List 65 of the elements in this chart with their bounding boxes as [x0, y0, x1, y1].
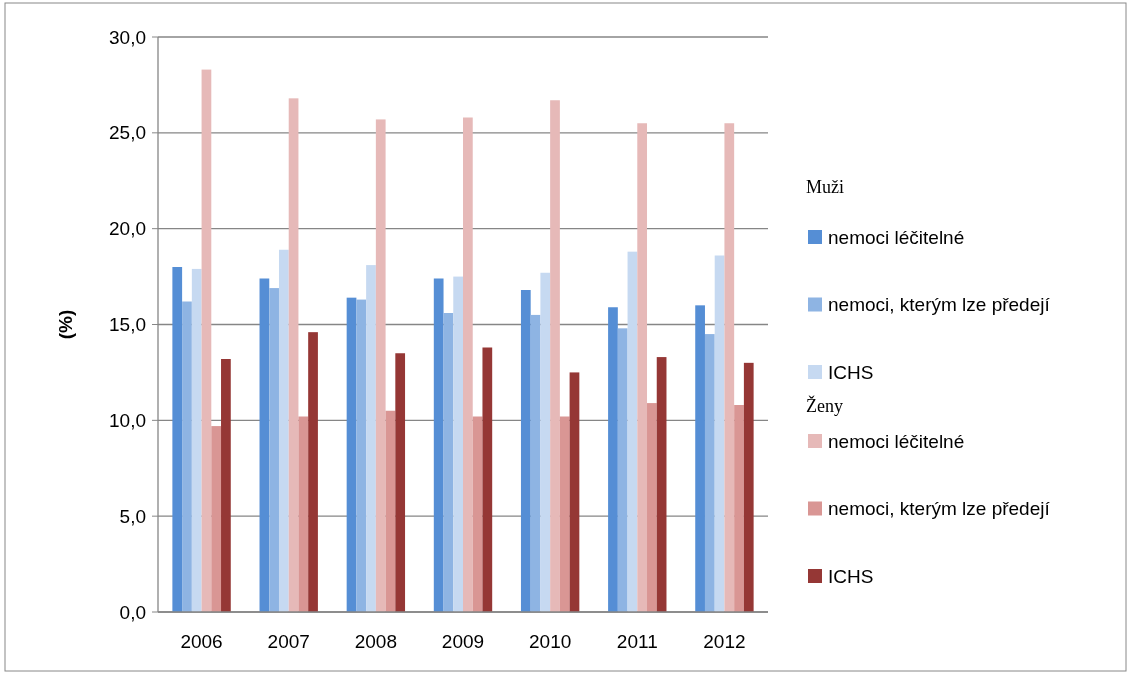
bar [443, 313, 454, 612]
bar [211, 426, 222, 612]
bar [259, 278, 270, 612]
bar [356, 299, 367, 612]
bar [269, 288, 279, 612]
bar [221, 359, 231, 612]
legend-label: nemoci, kterým lze předejí [828, 498, 1051, 520]
y-tick-label: 10,0 [109, 409, 146, 431]
x-tick-label: 2009 [441, 631, 485, 652]
bar [201, 69, 212, 612]
bar [172, 267, 183, 612]
x-tick-label: 2010 [529, 631, 572, 652]
bar [308, 332, 318, 612]
bar [647, 403, 657, 612]
bar [298, 416, 309, 612]
bar [627, 251, 638, 612]
x-tick-label: 2008 [354, 631, 397, 652]
bar [743, 362, 754, 612]
bar [608, 307, 618, 612]
y-tick-label: 20,0 [109, 218, 146, 240]
bar [278, 249, 289, 612]
bar [433, 278, 444, 612]
bar [724, 123, 735, 612]
y-tick-label: 15,0 [109, 314, 146, 336]
x-tick-label: 2011 [616, 631, 658, 652]
bar [734, 405, 744, 612]
legend-label: ICHS [828, 565, 874, 587]
bar [550, 100, 560, 612]
bar [346, 297, 357, 612]
bar [695, 305, 705, 612]
bar [472, 416, 483, 612]
legend-label: nemoci, kterým lze předejí [828, 294, 1051, 316]
x-tick-label: 2007 [267, 631, 310, 652]
bar [656, 357, 667, 612]
legend-label: nemoci léčitelné [828, 430, 965, 452]
x-tick-label: 2006 [180, 631, 223, 652]
y-axis-title: (%) [55, 309, 76, 340]
y-tick-label: 30,0 [109, 26, 146, 48]
y-tick-label: 0,0 [119, 601, 146, 623]
text: Ženy [806, 395, 843, 417]
bar [559, 416, 570, 612]
bar [453, 276, 463, 612]
bar [395, 353, 406, 612]
bar [704, 334, 715, 612]
bar [637, 123, 648, 612]
y-tick-label: 5,0 [119, 505, 146, 527]
legend-title: Muži [806, 177, 844, 198]
bar [714, 255, 725, 612]
bar [569, 372, 580, 612]
bar [191, 268, 202, 612]
bar [182, 301, 192, 612]
bar [520, 290, 531, 612]
bar [530, 314, 541, 612]
bar [288, 98, 299, 612]
bar [366, 265, 376, 612]
bar [617, 328, 628, 612]
x-tick-label: 2012 [703, 631, 746, 652]
legend-label: ICHS [828, 361, 874, 383]
bar [540, 272, 551, 612]
y-tick-label: 25,0 [109, 122, 146, 144]
legend-label: nemoci léčitelné [828, 226, 965, 248]
bar [482, 347, 493, 612]
bar [375, 119, 386, 612]
bar [385, 410, 396, 612]
bar [463, 117, 473, 612]
